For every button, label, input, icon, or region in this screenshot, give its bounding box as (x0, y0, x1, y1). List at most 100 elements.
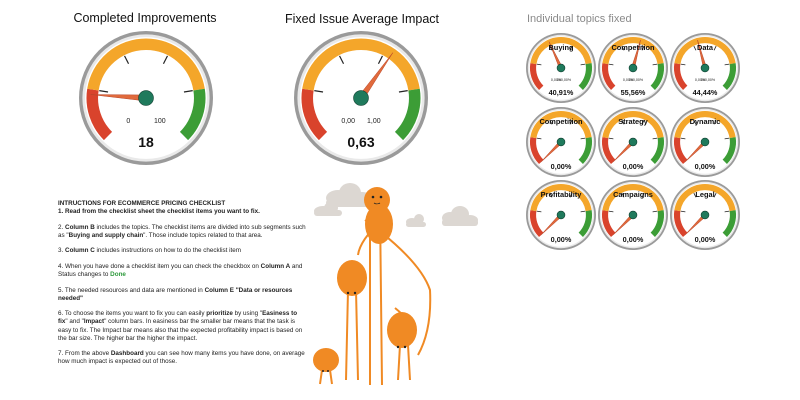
gauge-tick (314, 90, 324, 93)
gauge-band-green (722, 210, 737, 237)
gauge-hub (700, 63, 710, 73)
gauge-band-orange (602, 36, 664, 65)
gauge-band-orange (530, 110, 592, 139)
gauge-tick (339, 55, 345, 65)
gauge-hub (556, 137, 566, 147)
instruction-step-7: 7. From the above Dashboard you can see … (58, 350, 305, 366)
gauge-band-orange (674, 36, 736, 65)
gauge-tick (549, 45, 553, 51)
cloud-icon (406, 214, 426, 227)
gauge-band-green (650, 137, 665, 164)
gauge-dial: 0 100 18 (79, 31, 213, 165)
gauge-band-orange (602, 110, 664, 139)
gauge-band-red (601, 210, 616, 237)
gauge-tick (641, 192, 645, 198)
gauge-tick (99, 90, 109, 93)
gauge-max-label: 100 (154, 118, 166, 125)
character-right-icon (387, 307, 417, 381)
topic-gauge-dynamic: 0,00% Dynamic (669, 106, 741, 178)
gauge-value: 40,91% (549, 88, 574, 97)
gauge-tick (713, 45, 717, 51)
gauge-min-label: 0,00% (551, 78, 562, 82)
gauge-tick (162, 55, 168, 65)
gauge-band-red (673, 137, 688, 164)
instruction-step-1: 1. Read from the checklist sheet the che… (58, 208, 260, 216)
gauge-topic-label: Buying (548, 43, 574, 52)
gauge-value: 0,00% (695, 235, 716, 244)
gauge-tick (680, 210, 686, 213)
gauge-completed-improvements: 0 100 18 (78, 30, 214, 166)
gauge-dial: 0,00% Strategy (598, 107, 668, 177)
gauge-band-red (673, 210, 688, 237)
gauge-tick (652, 63, 658, 66)
gauge-tick (680, 137, 686, 140)
topic-gauge-buying: 0,00% 100,00% 40,91% Buying (525, 32, 597, 104)
cloud-icon (314, 202, 342, 216)
gauge-min-label: 0,00% (695, 78, 706, 82)
gauge-band-orange (674, 183, 736, 212)
character-middle-icon (337, 260, 367, 381)
gauge-tick (549, 192, 553, 198)
gauge-hub (628, 137, 638, 147)
gauge-max-label: 1,00 (367, 118, 381, 125)
topic-gauge-data: 0,00% 100,00% 44,44% Data (669, 32, 741, 104)
gauge-tick (569, 192, 573, 198)
gauge-value: 0,00% (695, 162, 716, 171)
instruction-step-2: 2. Column B includes the topics. The che… (58, 223, 306, 239)
topic-gauge-competition: 0,00% Competition (525, 106, 597, 178)
gauge-hub (556, 210, 566, 220)
gauge-tick (652, 210, 658, 213)
gauge-tick (183, 90, 193, 93)
instruction-step-3: 3. Column C includes instructions on how… (58, 247, 242, 255)
gauge-tick (641, 119, 645, 125)
gauge-tick (580, 63, 586, 66)
gauge-tick (693, 119, 697, 125)
gauge-tick (580, 210, 586, 213)
gauge-band-red (673, 63, 688, 90)
gauge-band-red (86, 88, 113, 141)
gauge-tick (608, 63, 614, 66)
gauge-band-orange (302, 38, 420, 91)
gauge-hub (138, 90, 154, 106)
gauge-value: 0,63 (347, 134, 374, 150)
gauge-hub (628, 63, 638, 73)
gauge-band-green (179, 88, 206, 141)
cloud-icon (326, 183, 372, 207)
gauge-topic-label: Competition (539, 117, 583, 126)
character-tall-icon (357, 187, 432, 386)
gauge-tick (569, 45, 573, 51)
gauge-tick (652, 137, 658, 140)
topic-gauge-competition: 0,00% 100,00% 55,56% Competition (597, 32, 669, 104)
gauge-title-fixed-issue-impact: Fixed Issue Average Impact (285, 12, 440, 26)
gauge-topic-label: Campaigns (613, 190, 653, 199)
gauge-value: 0,00% (623, 162, 644, 171)
gauge-dial: 0,00%100,00% 44,44% Data (670, 33, 740, 103)
gauge-max-label: 100,00% (701, 78, 716, 82)
gauge-value: 18 (138, 134, 154, 150)
gauge-hub (628, 210, 638, 220)
gauge-band-green (650, 210, 665, 237)
gauge-tick (536, 137, 542, 140)
gauge-hub (556, 63, 566, 73)
gauge-dial: 0,00 1,00 0,63 (294, 31, 428, 165)
gauge-band-orange (602, 183, 664, 212)
gauge-dial: 0,00% Campaigns (598, 180, 668, 250)
gauge-band-green (578, 137, 593, 164)
topic-gauge-profitability: 0,00% Profitability (525, 179, 597, 251)
gauge-fixed-issue-impact: 0,00 1,00 0,63 (293, 30, 429, 166)
gauge-topic-label: Legal (695, 190, 714, 199)
instruction-step-5: 5. The needed resources and data are men… (58, 286, 293, 302)
gauge-tick (621, 192, 625, 198)
gauge-band-green (394, 88, 421, 141)
gauge-topic-label: Strategy (618, 117, 648, 126)
gauge-dial: 0,00%100,00% 40,91% Buying (526, 33, 596, 103)
gauge-tick (724, 137, 730, 140)
gauge-value: 0,00% (551, 162, 572, 171)
gauge-dial: 0,00%100,00% 55,56% Competition (598, 33, 668, 103)
gauge-band-green (578, 63, 593, 90)
gauge-tick (580, 137, 586, 140)
gauge-tick (549, 119, 553, 125)
gauge-tick (608, 210, 614, 213)
character-small-icon (313, 348, 339, 385)
gauge-band-green (650, 63, 665, 90)
